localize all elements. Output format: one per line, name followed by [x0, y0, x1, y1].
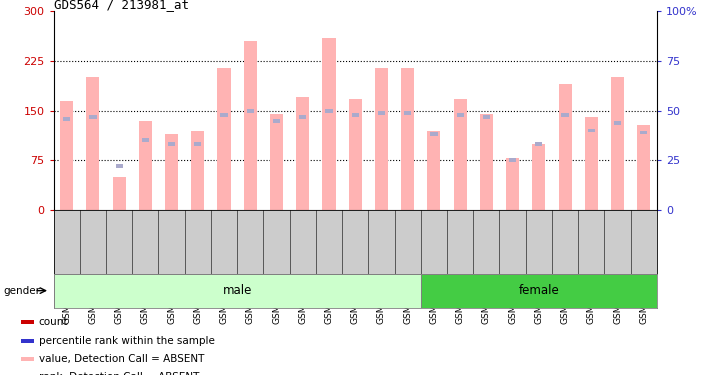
- Bar: [273, 118, 280, 123]
- Text: rank, Detection Call = ABSENT: rank, Detection Call = ABSENT: [39, 372, 199, 375]
- Bar: [142, 138, 149, 142]
- Bar: [421, 274, 657, 308]
- Bar: [326, 109, 333, 112]
- Bar: [89, 115, 96, 118]
- Bar: [323, 38, 336, 210]
- Bar: [348, 99, 362, 210]
- Bar: [428, 130, 441, 210]
- Bar: [640, 130, 648, 135]
- Text: value, Detection Call = ABSENT: value, Detection Call = ABSENT: [39, 354, 204, 364]
- Bar: [611, 78, 624, 210]
- Bar: [614, 121, 621, 124]
- Bar: [483, 115, 490, 118]
- Bar: [21, 357, 34, 361]
- Bar: [536, 142, 543, 146]
- Bar: [113, 177, 126, 210]
- Text: female: female: [518, 284, 559, 297]
- Bar: [509, 158, 516, 162]
- Bar: [243, 41, 257, 210]
- Bar: [60, 101, 74, 210]
- Bar: [54, 274, 421, 308]
- Bar: [588, 129, 595, 132]
- Bar: [21, 339, 34, 343]
- Bar: [165, 134, 178, 210]
- Bar: [532, 144, 545, 210]
- Bar: [191, 130, 204, 210]
- Bar: [86, 78, 99, 210]
- Bar: [456, 112, 464, 117]
- Bar: [378, 111, 385, 115]
- Bar: [296, 98, 309, 210]
- Bar: [139, 121, 152, 210]
- Bar: [453, 99, 467, 210]
- Bar: [246, 109, 254, 112]
- Bar: [401, 68, 414, 210]
- Bar: [194, 142, 201, 146]
- Text: count: count: [39, 317, 69, 327]
- Text: percentile rank within the sample: percentile rank within the sample: [39, 336, 215, 346]
- Bar: [116, 164, 123, 168]
- Text: male: male: [223, 284, 252, 297]
- Bar: [637, 125, 650, 210]
- Bar: [299, 115, 306, 118]
- Bar: [480, 114, 493, 210]
- Bar: [558, 84, 572, 210]
- Text: GDS564 / 213981_at: GDS564 / 213981_at: [54, 0, 188, 11]
- Bar: [221, 112, 228, 117]
- Bar: [585, 117, 598, 210]
- Bar: [506, 158, 519, 210]
- Bar: [404, 111, 411, 115]
- Bar: [561, 112, 568, 117]
- Bar: [21, 320, 34, 324]
- Bar: [431, 132, 438, 136]
- Text: gender: gender: [4, 286, 41, 296]
- Bar: [218, 68, 231, 210]
- Bar: [63, 117, 70, 121]
- Bar: [351, 112, 359, 117]
- Bar: [375, 68, 388, 210]
- Bar: [270, 114, 283, 210]
- Bar: [168, 142, 175, 146]
